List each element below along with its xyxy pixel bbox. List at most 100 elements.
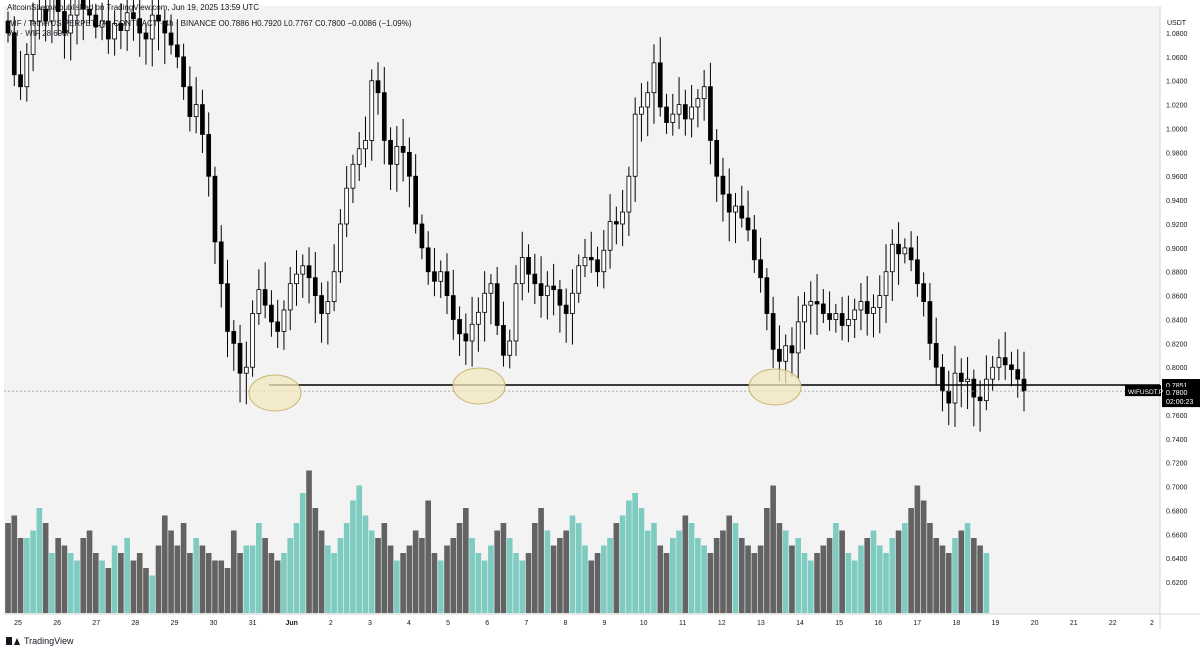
brand-label: TradingView bbox=[24, 636, 74, 646]
tradingview-brand: TradingView bbox=[6, 636, 74, 646]
y-tick-label: 1.0600 bbox=[1166, 55, 1188, 62]
volume-bar bbox=[550, 545, 557, 613]
candle-down bbox=[375, 80, 381, 94]
volume-bar bbox=[368, 530, 375, 613]
candle-up bbox=[808, 301, 814, 306]
y-tick-label: 0.6800 bbox=[1166, 508, 1188, 515]
x-tick-label: 15 bbox=[835, 620, 843, 627]
x-tick-label: Jun bbox=[285, 620, 297, 627]
volume-bar bbox=[205, 553, 212, 613]
candle-up bbox=[632, 113, 638, 177]
candle-down bbox=[187, 86, 193, 117]
candle-down bbox=[532, 273, 538, 285]
volume-bar bbox=[757, 545, 764, 613]
volume-bar bbox=[306, 470, 312, 613]
volume-bar bbox=[569, 515, 576, 613]
candle-up bbox=[833, 313, 839, 320]
volume-bar bbox=[563, 530, 569, 613]
volume-bar bbox=[124, 538, 130, 613]
candle-up bbox=[394, 145, 400, 165]
symbol-tag-bg bbox=[1125, 385, 1161, 397]
candle-up bbox=[701, 86, 707, 100]
volume-bar bbox=[701, 545, 707, 613]
volume-bar bbox=[23, 538, 30, 613]
candle-up bbox=[149, 14, 155, 40]
candle-down bbox=[118, 23, 124, 32]
volume-bar bbox=[958, 530, 965, 613]
y-tick-label: 0.7600 bbox=[1166, 413, 1188, 420]
candle-up bbox=[990, 366, 995, 380]
volume-bar bbox=[412, 530, 419, 613]
candle-up bbox=[795, 321, 801, 354]
candle-up bbox=[438, 271, 444, 282]
volume-bar bbox=[500, 523, 507, 613]
candle-up bbox=[733, 205, 738, 213]
volume-bar bbox=[745, 545, 751, 613]
volume-bar bbox=[61, 545, 68, 613]
candle-down bbox=[1015, 369, 1021, 380]
volume-bar bbox=[168, 530, 174, 613]
y-tick-label: 0.9600 bbox=[1166, 174, 1188, 181]
candle-down bbox=[419, 223, 425, 249]
candle-down bbox=[595, 259, 600, 273]
candle-up bbox=[883, 271, 889, 297]
candle-up bbox=[545, 285, 550, 297]
candle-up bbox=[871, 307, 876, 314]
x-tick-label: 6 bbox=[485, 620, 489, 627]
candle-down bbox=[758, 259, 763, 279]
candle-down bbox=[444, 271, 450, 297]
volume-bar bbox=[726, 515, 733, 613]
candle-up bbox=[651, 62, 657, 94]
x-tick-label: 3 bbox=[368, 620, 372, 627]
candle-down bbox=[156, 14, 161, 22]
y-tick-label: 0.7000 bbox=[1166, 485, 1188, 492]
candle-down bbox=[814, 301, 820, 305]
volume-bar bbox=[86, 530, 93, 613]
x-tick-label: 17 bbox=[913, 620, 921, 627]
candle-down bbox=[262, 289, 268, 306]
volume-bar bbox=[770, 485, 776, 613]
candle-up bbox=[325, 301, 331, 314]
y-tick-label: 1.0200 bbox=[1166, 103, 1188, 110]
candle-up bbox=[68, 14, 74, 34]
volume-bar bbox=[481, 560, 488, 613]
volume-bar bbox=[638, 508, 645, 613]
volume-bar bbox=[695, 538, 701, 613]
volume-bar bbox=[143, 568, 149, 613]
candle-down bbox=[751, 229, 757, 261]
volume-bar bbox=[519, 560, 526, 613]
candle-up bbox=[49, 0, 55, 22]
candle-up bbox=[356, 148, 362, 165]
volume-bar bbox=[613, 523, 620, 613]
y-tick-label: 1.0800 bbox=[1166, 31, 1188, 38]
volume-bar bbox=[864, 538, 871, 613]
candle-down bbox=[1009, 364, 1014, 371]
candle-up bbox=[670, 113, 676, 123]
candle-up bbox=[996, 357, 1002, 368]
volume-bar bbox=[807, 560, 814, 613]
volume-bar bbox=[964, 523, 971, 613]
volume-bar bbox=[80, 538, 87, 613]
candle-down bbox=[80, 0, 86, 10]
candle-up bbox=[607, 221, 613, 251]
volume-bar bbox=[406, 545, 413, 613]
x-tick-label: 26 bbox=[53, 620, 61, 627]
volume-bar bbox=[463, 508, 469, 613]
candle-up bbox=[783, 345, 789, 362]
x-tick-label: 29 bbox=[171, 620, 179, 627]
candle-down bbox=[551, 285, 556, 291]
candle-down bbox=[388, 140, 393, 165]
volume-bar bbox=[651, 523, 657, 613]
volume-bar bbox=[362, 515, 369, 613]
symbol-ohlc-line: WIF / TetherUS PERPETUAL CONTRACT · 4h ·… bbox=[7, 19, 412, 28]
volume-bar bbox=[356, 485, 363, 613]
candle-up bbox=[250, 313, 255, 368]
volume-bar bbox=[17, 538, 24, 613]
x-tick-label: 14 bbox=[796, 620, 804, 627]
volume-bar bbox=[400, 553, 406, 613]
volume-bar bbox=[419, 538, 425, 613]
x-tick-label: 25 bbox=[14, 620, 22, 627]
candle-down bbox=[501, 325, 506, 356]
candle-down bbox=[55, 0, 61, 12]
publisher-line: AltcoinSherpa published on TradingView.c… bbox=[7, 3, 260, 12]
